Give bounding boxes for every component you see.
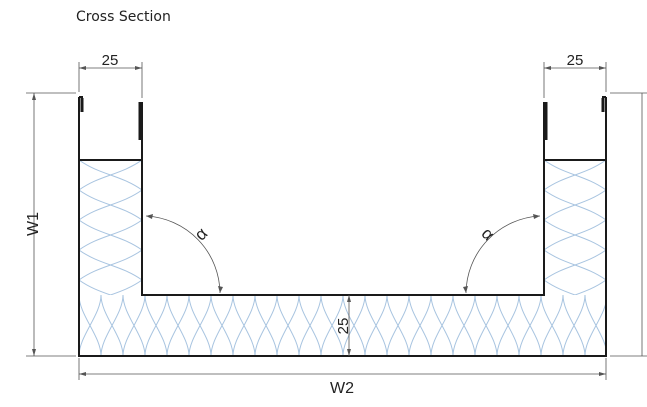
diagram-title: Cross Section xyxy=(76,9,171,25)
dimension-flange-right xyxy=(543,62,607,98)
insulation-right-wall xyxy=(544,160,606,295)
insulation-hatch-stroke xyxy=(254,295,278,356)
dimension-label-width-bottom: W2 xyxy=(330,380,354,397)
insulation-hatch-stroke xyxy=(408,295,432,356)
dimension-label-height-left: W1 xyxy=(25,212,42,236)
insulation-hatch-stroke xyxy=(188,295,212,356)
insulation-hatch-stroke xyxy=(386,295,410,356)
angle-arc-right xyxy=(463,214,541,294)
insulation-hatch-stroke xyxy=(298,295,322,356)
dimension-flange-left xyxy=(78,62,143,98)
dimension-thickness-bottom xyxy=(347,295,351,356)
dimension-height-right xyxy=(610,92,647,357)
insulation-hatch-stroke xyxy=(79,295,102,356)
insulation-hatch-stroke xyxy=(210,295,234,356)
insulation-hatch-stroke xyxy=(562,295,586,356)
insulation-hatch-stroke xyxy=(144,295,168,356)
insulation-bottom xyxy=(79,295,606,356)
dimension-label-height-right: W3 xyxy=(644,212,647,236)
insulation-hatch-stroke xyxy=(452,295,476,356)
insulation-hatch-stroke xyxy=(518,295,542,356)
dimension-label-flange-right: 25 xyxy=(567,52,584,69)
angle-label-left: α xyxy=(191,224,212,245)
insulation-hatch-stroke xyxy=(232,295,256,356)
insulation-hatch-stroke xyxy=(100,295,124,356)
dimension-height-left xyxy=(26,92,76,357)
dimension-label-flange-left: 25 xyxy=(102,52,119,69)
angle-arc-left xyxy=(145,214,223,294)
insulation-hatch-stroke xyxy=(540,295,564,356)
insulation-left-wall xyxy=(79,160,142,295)
insulation-hatch-stroke xyxy=(166,295,190,356)
angle-label-right: α xyxy=(478,224,499,245)
insulation-hatch-stroke xyxy=(320,295,344,356)
insulation-hatch-stroke xyxy=(342,295,366,356)
insulation-hatch-stroke xyxy=(276,295,300,356)
insulation-hatch-stroke xyxy=(584,295,606,356)
insulation-hatch-stroke xyxy=(474,295,498,356)
flange-lips xyxy=(78,96,607,160)
insulation-hatch-stroke xyxy=(122,295,146,356)
dimension-width-bottom xyxy=(78,358,607,380)
insulation-hatch-stroke xyxy=(430,295,454,356)
insulation-hatch-stroke xyxy=(496,295,520,356)
dimension-label-thickness-bottom: 25 xyxy=(335,318,352,335)
insulation-hatch-stroke xyxy=(364,295,388,356)
